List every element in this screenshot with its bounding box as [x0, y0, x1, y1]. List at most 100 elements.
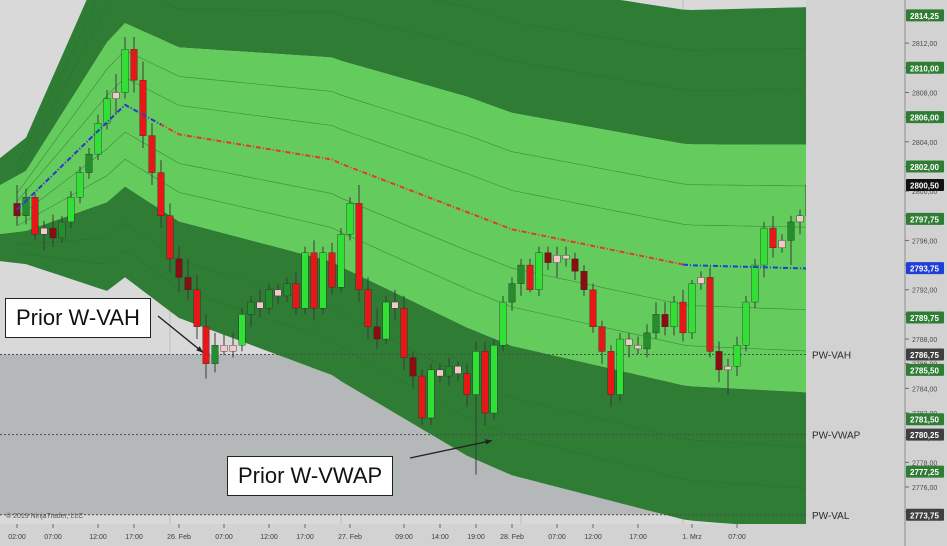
- candle-body: [544, 252, 552, 263]
- price-label-text: 2802,00: [910, 163, 939, 172]
- candle-body: [796, 215, 804, 223]
- band-line: [16, 49, 810, 194]
- candle-body: [526, 264, 534, 290]
- level-names: PW-VAH PW-VWAP PW-VAL: [812, 350, 861, 521]
- candle-body: [274, 289, 282, 297]
- candle-body: [238, 314, 246, 346]
- candle-body: [337, 234, 345, 288]
- band-line: [16, 222, 810, 448]
- candle-body: [112, 92, 120, 99]
- price-label: 2777,25: [906, 465, 944, 478]
- price-label-box: [906, 348, 944, 361]
- candle-body: [193, 289, 201, 327]
- candle-body: [715, 351, 723, 371]
- candle-body: [445, 365, 453, 377]
- price-label-text: 2797,75: [910, 215, 939, 224]
- candle-body: [328, 252, 336, 288]
- upper-band-dark: [0, 0, 806, 186]
- candle-body: [580, 271, 588, 290]
- y-tick-label: 2784,00: [912, 386, 937, 393]
- price-label: 2793,75: [906, 262, 944, 275]
- price-label-text: 2806,00: [910, 114, 939, 123]
- candle-body: [373, 326, 381, 340]
- price-label-box: [906, 363, 944, 376]
- candle-body: [688, 283, 696, 334]
- callout-vwap-arrowhead: [485, 439, 492, 445]
- price-label: 2810,00: [906, 61, 944, 74]
- y-tick-label: 2796,00: [912, 238, 937, 245]
- candle-body: [40, 227, 48, 235]
- candle-body: [490, 345, 498, 414]
- candle-body: [517, 264, 525, 284]
- x-tick-label: 26. Feb: [167, 534, 191, 541]
- x-tick-label: 17:00: [296, 534, 314, 541]
- candle-body: [76, 172, 84, 198]
- x-tick-label: 12:00: [584, 534, 602, 541]
- vwap-line-blue-early: [16, 103, 162, 211]
- y-tick-label: 2804,00: [912, 140, 937, 147]
- y-tick-label: 2800,00: [912, 189, 937, 196]
- price-label: 2781,50: [906, 413, 944, 426]
- callout-vwap-arrow: [409, 439, 493, 459]
- price-label-text: 2786,75: [910, 351, 939, 360]
- candle-body: [472, 351, 480, 395]
- price-label-box: [906, 262, 944, 275]
- price-label-text: 2789,75: [910, 314, 939, 323]
- candle-body: [184, 277, 192, 290]
- x-tick-label: 1. Mrz: [682, 534, 702, 541]
- candle-body: [535, 252, 543, 290]
- candle-body: [598, 326, 606, 352]
- candle-body: [670, 301, 678, 327]
- x-tick-label: 27. Feb: [338, 534, 362, 541]
- candle-body: [562, 255, 570, 260]
- copyright-text: © 2019 NinjaTrader, LLC: [6, 513, 84, 520]
- candle-body: [67, 197, 75, 223]
- candle-body: [130, 49, 138, 81]
- candle-body: [553, 255, 561, 263]
- price-label-box: [906, 428, 944, 441]
- inner-band-light: [0, 23, 806, 393]
- candle-body: [49, 227, 57, 239]
- candle-body: [742, 301, 750, 346]
- price-label: 2802,00: [906, 160, 944, 173]
- price-label-box: [906, 9, 944, 22]
- candle-body: [247, 301, 255, 315]
- candle-body: [319, 252, 327, 309]
- x-tick-label: 17:00: [629, 534, 647, 541]
- price-label-text: 2810,00: [910, 64, 939, 73]
- price-label-text: 2800,50: [910, 181, 939, 190]
- price-label-text: 2773,75: [910, 511, 939, 520]
- price-label-text: 2780,25: [910, 431, 939, 440]
- candle-body: [265, 289, 273, 309]
- y-tick-label: 2792,00: [912, 288, 937, 295]
- price-label: 2806,00: [906, 111, 944, 124]
- candle-body: [139, 79, 147, 136]
- candle-body: [625, 338, 633, 346]
- candle-body: [148, 135, 156, 173]
- price-label-box: [906, 160, 944, 173]
- candle-body: [355, 203, 363, 290]
- candle-body: [724, 365, 732, 371]
- candle-body: [94, 123, 102, 155]
- bottom-axis-panel: [0, 524, 806, 546]
- candle-body: [157, 172, 165, 216]
- price-labels: 2814,25 2810,00 2806,00 2802,00 2800,50 2797,…: [906, 9, 944, 521]
- candle-body: [661, 314, 669, 327]
- x-tick-label: 28. Feb: [500, 534, 524, 541]
- x-tick-label: 12:00: [89, 534, 107, 541]
- candle-body: [175, 258, 183, 278]
- candlestick-layer: [13, 36, 813, 475]
- candle-body: [310, 252, 318, 309]
- price-label-box: [906, 178, 944, 191]
- y-tick-label: 2778,00: [912, 460, 937, 467]
- price-label-box: [906, 508, 944, 521]
- price-label: 2785,50: [906, 363, 944, 376]
- band-line: [16, 158, 810, 352]
- candle-body: [427, 369, 435, 419]
- candle-body: [643, 332, 651, 350]
- price-label-box: [906, 465, 944, 478]
- y-tick-label: 2812,00: [912, 41, 937, 48]
- candle-body: [769, 227, 777, 249]
- x-tick-label: 02:00: [8, 534, 26, 541]
